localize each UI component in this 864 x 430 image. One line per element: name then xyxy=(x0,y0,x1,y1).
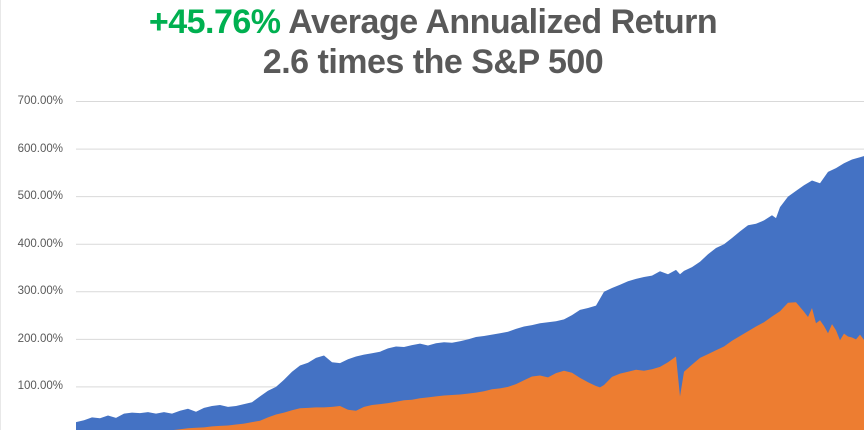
chart-title-text: Average Annualized Return xyxy=(280,3,718,41)
chart-subtitle: 2.6 times the S&P 500 xyxy=(262,43,604,81)
orange-area-series xyxy=(173,302,864,430)
chart-title-block: +45.76% Average Annualized Return 2.6 ti… xyxy=(1,2,864,82)
chart-title: +45.76% Average Annualized Return xyxy=(1,2,864,42)
blue-area-series xyxy=(76,155,864,430)
annualized-return-value: +45.76% xyxy=(148,3,281,41)
